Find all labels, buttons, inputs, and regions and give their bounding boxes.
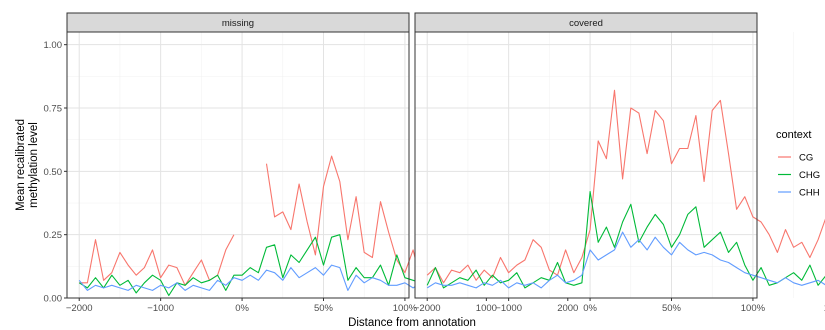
x-tick-label: 50% <box>662 303 682 314</box>
legend-title: context <box>776 129 811 141</box>
x-tick-label: 2000 <box>557 303 578 314</box>
x-tick-label: 100% <box>741 303 766 314</box>
series-line-chh <box>426 231 825 289</box>
x-tick-label: 1000 <box>476 303 497 314</box>
facet-strip-label: covered <box>569 18 603 29</box>
x-tick-label: 0% <box>583 303 597 314</box>
legend-label: CHG <box>799 170 820 181</box>
y-axis-title-line: Mean recalibrated <box>15 119 27 211</box>
series-line-cg <box>426 89 825 284</box>
y-axis-title: Mean recalibratedmethylation level <box>15 119 40 211</box>
panel-background <box>67 32 409 298</box>
x-tick-label: −2000 <box>66 303 93 314</box>
series-line-chg <box>426 191 825 289</box>
x-tick-label: −1000 <box>495 303 522 314</box>
y-tick-label: 0.75 <box>44 104 63 115</box>
facet-strip-label: missing <box>222 18 254 29</box>
x-tick-label: 1000 <box>824 303 825 314</box>
x-axis-title: Distance from annotation <box>348 317 476 329</box>
facet-strip <box>414 12 758 33</box>
legend-label: CHH <box>799 188 820 199</box>
x-tick-label: −1000 <box>147 303 174 314</box>
series-line-cg <box>79 234 235 286</box>
y-tick-label: 0.00 <box>44 294 63 305</box>
y-tick-label: 1.00 <box>44 40 63 51</box>
x-tick-label: −2000 <box>414 303 441 314</box>
y-axis-title-line: methylation level <box>28 122 40 208</box>
x-tick-label: 0% <box>235 303 249 314</box>
y-tick-label: 0.50 <box>44 167 63 178</box>
x-tick-label: 100% <box>393 303 418 314</box>
x-tick-label: 50% <box>314 303 334 314</box>
y-tick-label: 0.25 <box>44 230 63 241</box>
facet-strip <box>66 12 410 33</box>
legend-label: CG <box>799 153 813 164</box>
